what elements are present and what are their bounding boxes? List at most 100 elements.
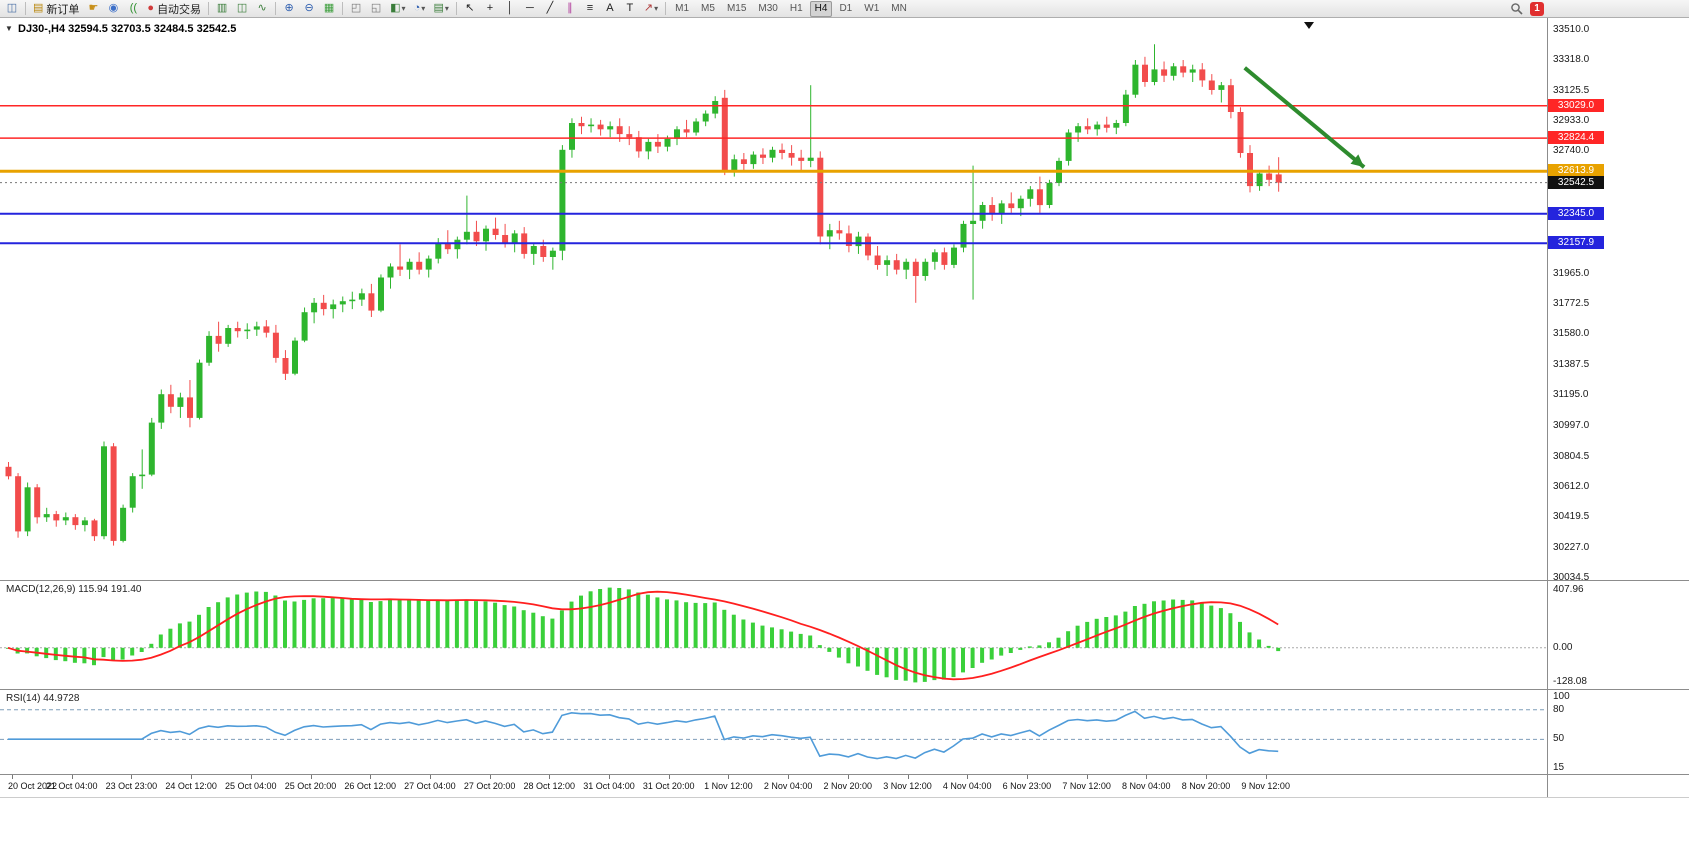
time-axis-label: 31 Oct 04:00 [583, 781, 635, 791]
time-axis-label: 2 Nov 20:00 [823, 781, 873, 791]
time-tick [489, 775, 491, 779]
macd-axis-label: 0.00 [1553, 641, 1573, 653]
horizontal-line-button[interactable]: ─ [521, 1, 539, 17]
alerts-button[interactable]: (( [124, 1, 142, 17]
pane-separator[interactable] [0, 689, 1689, 690]
cursor-button[interactable]: ↖ [461, 1, 479, 17]
indicators-dropdown[interactable]: ▤ ▾ [430, 1, 451, 17]
price-axis-label: 30804.5 [1553, 450, 1590, 462]
sound-icon: (( [129, 2, 138, 14]
price-tag[interactable]: 32542.5 [1548, 175, 1604, 189]
new-order-button[interactable]: ▤ 新订单 [30, 1, 82, 17]
vertical-line-button[interactable]: │ [501, 1, 519, 17]
price-tag[interactable]: 32157.9 [1548, 236, 1604, 250]
trendline-button[interactable]: ╱ [541, 1, 559, 17]
time-tick [370, 775, 372, 779]
depth-of-market-button[interactable]: ◉ [104, 1, 122, 17]
timeframe-m1-button[interactable]: M1 [675, 3, 690, 14]
price-axis-label: 33510.0 [1553, 24, 1590, 35]
search-icon[interactable] [1510, 2, 1524, 16]
trendline-icon: ╱ [546, 2, 554, 14]
new-chart-dropdown[interactable]: ◧ ▾ [387, 1, 408, 17]
timeframe-h1-button[interactable]: H1 [789, 3, 803, 14]
time-axis-label: 1 Nov 12:00 [704, 781, 753, 791]
line-chart-button[interactable]: ∿ [253, 1, 271, 17]
price-axis-separator [1547, 18, 1548, 797]
tile-icon: ◰ [350, 2, 362, 14]
timeframe-d1-button[interactable]: D1 [839, 3, 853, 14]
timeframe-h4-button[interactable]: H4 [809, 0, 833, 17]
autotrading-button-label: 自动交易 [157, 3, 202, 16]
price-axis-label: 30227.0 [1553, 541, 1590, 553]
price-axis-label: 33125.5 [1553, 84, 1590, 96]
candles-icon: ◫ [236, 2, 248, 14]
timeframe-m5-button[interactable]: M5 [701, 3, 715, 14]
hand-icon: ☛ [88, 2, 99, 14]
autotrading-button[interactable]: ● 自动交易 [144, 1, 204, 17]
drag-trade-button[interactable]: ☛ [84, 1, 102, 17]
price-tag[interactable]: 32824.4 [1548, 131, 1604, 145]
zoom-in-button[interactable]: ⊕ [280, 1, 298, 17]
new-chart-icon: ◧ [390, 2, 401, 14]
notification-badge[interactable]: 1 [1530, 2, 1544, 16]
ohlc-collapse-icon[interactable]: ▼ [5, 24, 13, 33]
toolbar-right: 1 [1510, 2, 1544, 16]
main-chart-pane[interactable] [0, 18, 1547, 580]
time-tick [907, 775, 909, 779]
profiles-dropdown[interactable]: ◔ ▾ [410, 1, 428, 17]
macd-axis-label: -128.08 [1553, 676, 1587, 687]
bar-chart-button[interactable]: ▥ [213, 1, 231, 17]
time-axis-label: 8 Nov 20:00 [1181, 781, 1231, 791]
crosshair-button[interactable]: + [481, 1, 499, 17]
time-tick [549, 775, 551, 779]
toolbar-separator [455, 2, 457, 15]
toolbar-separator [25, 2, 26, 15]
time-axis-label: 27 Oct 20:00 [463, 781, 516, 791]
time-tick [131, 775, 133, 779]
toolbar-separator [665, 2, 667, 15]
time-tick [847, 775, 849, 779]
price-tag[interactable]: 32345.0 [1548, 206, 1604, 220]
timeframe-mn-button[interactable]: MN [891, 3, 907, 14]
time-axis[interactable]: 20 Oct 2022 21 Oct 04:00 23 Oct 23:00 24 Oc… [0, 775, 1547, 797]
price-axis-label: 33318.0 [1553, 54, 1590, 66]
new-order-button-label: 新订单 [46, 3, 80, 16]
auto-arrange-button[interactable]: ▦ [320, 1, 338, 17]
label-button[interactable]: T [621, 1, 639, 17]
hline-icon: ─ [526, 2, 534, 14]
price-axis-label: 30997.0 [1553, 420, 1590, 432]
macd-pane[interactable] [0, 581, 1547, 689]
time-tick [609, 775, 610, 779]
rsi-axis-label: 50 [1553, 733, 1565, 745]
timeframe-w1-button[interactable]: W1 [864, 3, 880, 14]
time-tick [71, 775, 73, 779]
time-tick [191, 775, 193, 779]
price-tag[interactable]: 32613.9 [1548, 164, 1604, 178]
rsi-pane[interactable] [0, 690, 1547, 774]
tile-windows-button[interactable]: ◰ [347, 1, 365, 17]
timeframe-m30-button[interactable]: M30 [758, 3, 778, 14]
order-form-icon: ▤ [33, 2, 44, 14]
shapes-dropdown[interactable]: ↗ ▾ [641, 1, 661, 17]
price-axis-label: 31580.0 [1553, 328, 1590, 340]
cascade-windows-button[interactable]: ◱ [367, 1, 385, 17]
new-chart-window-button[interactable]: ◫ [3, 1, 21, 17]
dropdown-arrow-icon: ▾ [444, 4, 449, 13]
chart-window[interactable]: ▼ DJ30-,H4 32594.5 32703.5 32484.5 32542… [0, 18, 1689, 862]
price-axis-label: 30419.5 [1553, 511, 1590, 523]
text-button[interactable]: A [601, 1, 619, 17]
candlestick-chart-button[interactable]: ◫ [233, 1, 251, 17]
timeframe-m15-button[interactable]: M15 [726, 3, 747, 14]
time-tick [429, 775, 431, 779]
price-axis[interactable]: 33510.033318.033125.532933.032740.032548… [1547, 18, 1689, 798]
fibonacci-button[interactable]: ≡ [581, 1, 599, 17]
zoom-out-button[interactable]: ⊖ [300, 1, 318, 17]
arrow-object-icon: ↗ [643, 2, 654, 14]
time-tick [310, 775, 312, 779]
pane-separator[interactable] [0, 774, 1689, 775]
price-axis-label: 32740.0 [1553, 145, 1590, 157]
time-axis-label: 31 Oct 20:00 [642, 781, 695, 791]
channel-button[interactable]: ∥ [561, 1, 579, 17]
pane-separator[interactable] [0, 580, 1689, 581]
price-tag[interactable]: 33029.0 [1548, 98, 1604, 112]
